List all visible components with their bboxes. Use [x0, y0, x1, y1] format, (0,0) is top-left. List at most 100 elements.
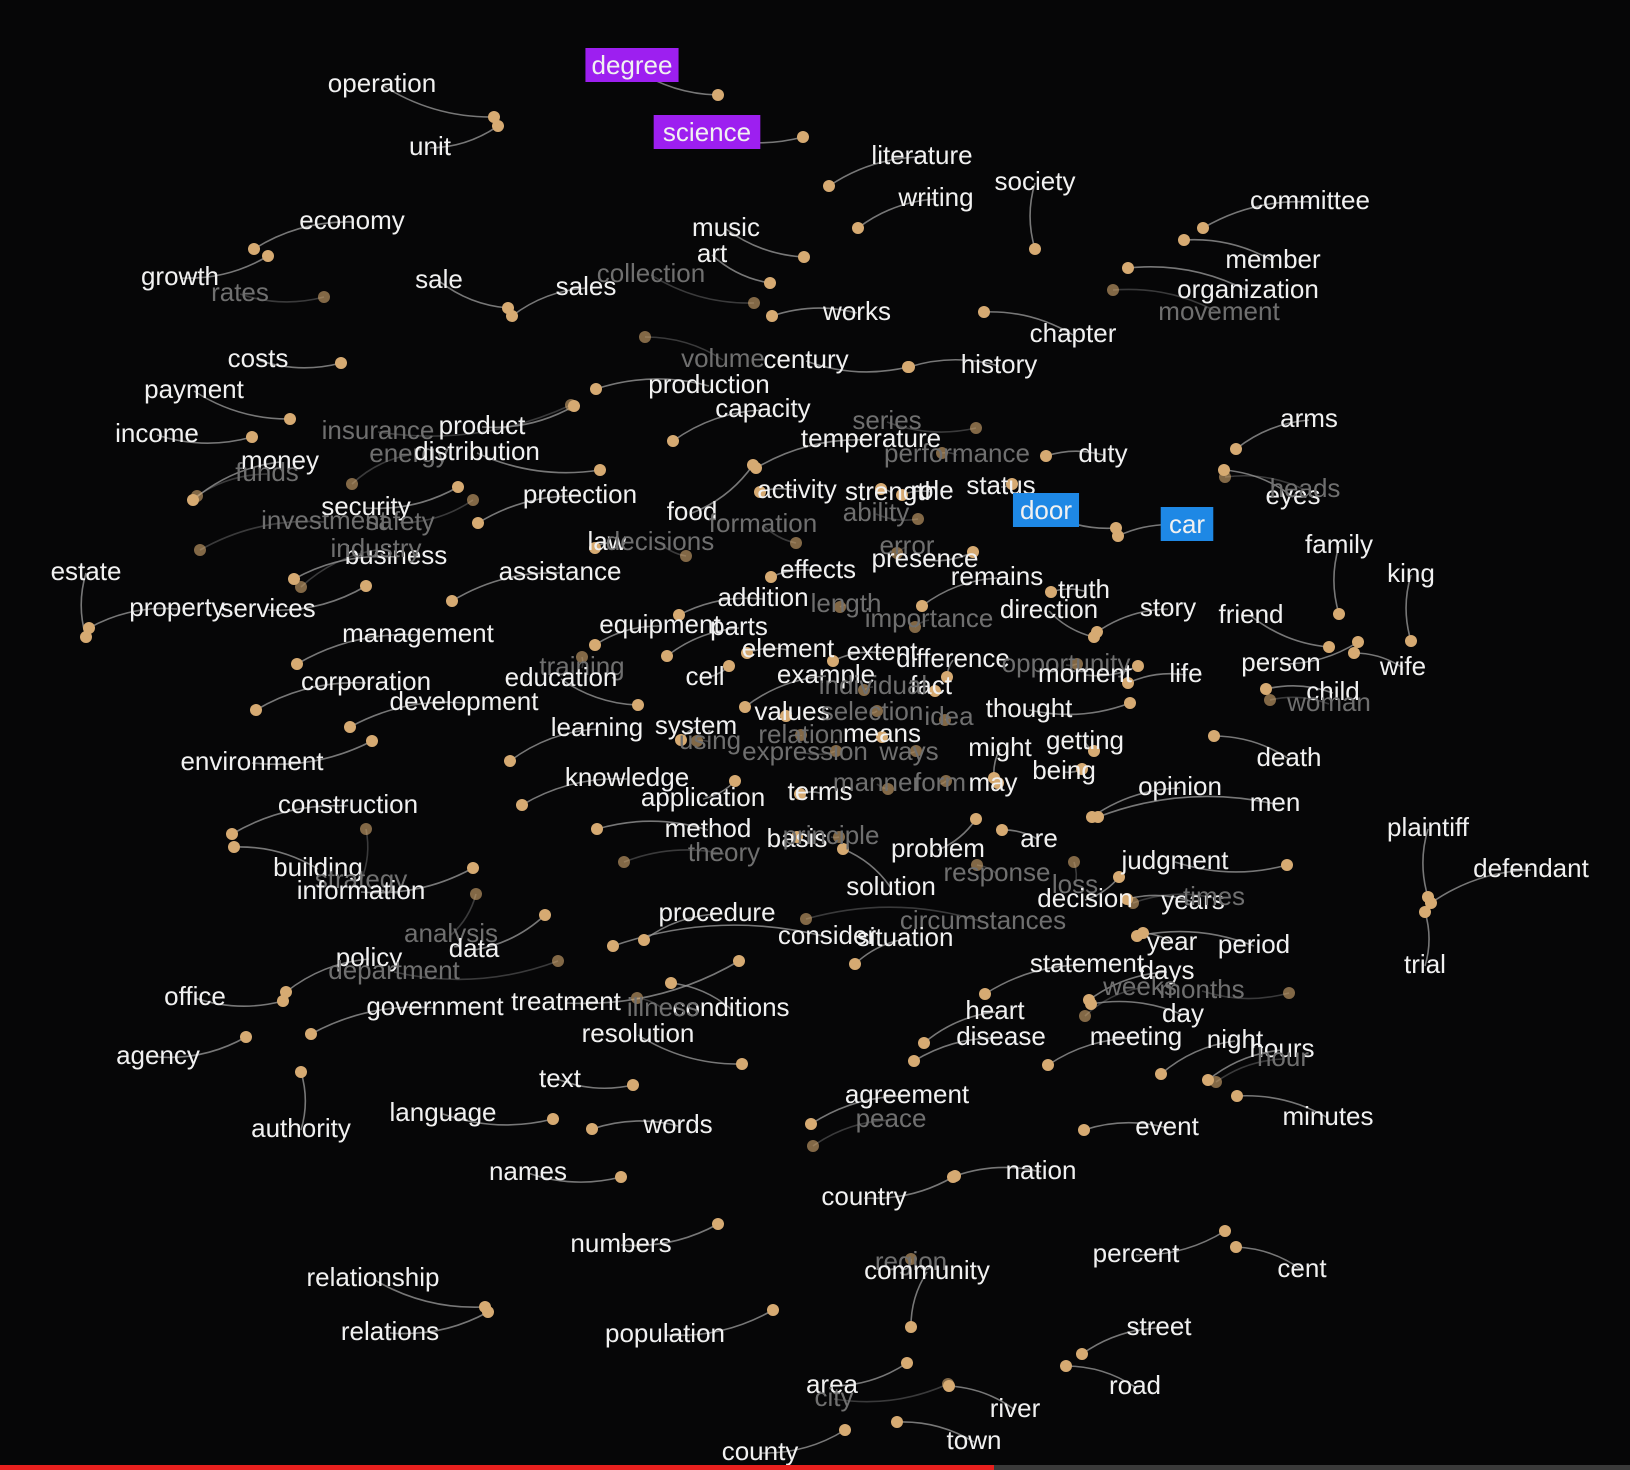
label-extent: extent: [847, 636, 919, 666]
point-government: [305, 1028, 317, 1040]
label-performance: performance: [884, 438, 1030, 468]
point-event: [1078, 1124, 1090, 1136]
label-family: family: [1305, 529, 1373, 559]
point-role: [896, 489, 908, 501]
label-protection: protection: [523, 479, 637, 509]
connector-rates: [239, 293, 325, 303]
label-numbers: numbers: [570, 1228, 671, 1258]
point-words: [586, 1123, 598, 1135]
connector-parts: [666, 627, 740, 657]
point-friend: [1323, 641, 1335, 653]
point-idea: [939, 714, 951, 726]
label-cell: cell: [685, 661, 724, 691]
connector-defendant: [1430, 869, 1532, 904]
point-error: [891, 547, 903, 559]
connector-knowledge: [521, 777, 628, 806]
label-child: child: [1306, 676, 1359, 706]
connector-history: [908, 358, 1000, 368]
point-office: [277, 995, 289, 1007]
label-text: text: [539, 1063, 582, 1093]
label-problem: problem: [891, 833, 985, 863]
point-selection: [871, 705, 883, 717]
label-country: country: [821, 1181, 906, 1211]
connector-works: [771, 307, 858, 317]
connector-security: [365, 486, 459, 510]
connector-theory: [623, 849, 725, 863]
label-circumstances: circumstances: [900, 905, 1066, 935]
label-addition: addition: [717, 582, 808, 612]
label-series: series: [852, 405, 921, 435]
connector-text: [559, 1079, 634, 1089]
connector-unit: [429, 125, 499, 149]
point-fact: [929, 685, 941, 697]
label-town: town: [947, 1425, 1002, 1455]
highlight-science: [653, 115, 761, 149]
point-statement: [979, 988, 991, 1000]
video-progress-bar[interactable]: [0, 1465, 1630, 1470]
label-element: element: [742, 633, 835, 663]
point-security: [452, 481, 464, 493]
label-connectors: [80, 66, 1532, 1454]
connector-family: [1333, 545, 1340, 615]
point-degree: [712, 89, 724, 101]
label-building: building: [273, 852, 363, 882]
label-method: method: [665, 813, 752, 843]
connector-operation: [381, 84, 495, 118]
label-hours: hours: [1249, 1033, 1314, 1063]
video-progress-fill: [0, 1465, 995, 1470]
label-fact: fact: [910, 670, 953, 700]
label-degree: degree: [592, 50, 673, 80]
connector-treatment: [565, 960, 740, 1005]
label-knowledge: knowledge: [565, 762, 689, 792]
connector-heads: [1224, 474, 1306, 491]
label-street: street: [1126, 1311, 1192, 1341]
point-industry: [295, 581, 307, 593]
point-capacity: [667, 435, 679, 447]
label-heart: heart: [965, 995, 1025, 1025]
connector-series: [886, 421, 977, 433]
point-funds: [191, 490, 203, 502]
label-door: door: [1020, 495, 1072, 525]
label-office: office: [164, 981, 226, 1011]
connector-minutes: [1236, 1094, 1329, 1119]
label-rates: rates: [211, 277, 269, 307]
point-relation: [795, 729, 807, 741]
point-product: [568, 400, 580, 412]
point-using: [691, 735, 703, 747]
label-industry: industry: [330, 533, 421, 563]
label-men: men: [1250, 787, 1301, 817]
label-remains: remains: [951, 561, 1043, 591]
connector-protection: [477, 495, 581, 524]
connector-country: [863, 1176, 954, 1200]
label-century: century: [763, 344, 848, 374]
point-theory: [618, 856, 630, 868]
connector-arms: [1235, 419, 1310, 450]
label-education: education: [505, 662, 618, 692]
label-presence: presence: [872, 543, 979, 573]
connector-friend: [1250, 615, 1330, 648]
connector-men: [1097, 795, 1276, 818]
point-education: [632, 699, 644, 711]
label-policy: policy: [336, 942, 402, 972]
label-strategy: strategy: [315, 864, 408, 894]
point-principle: [833, 831, 845, 843]
connector-king: [1405, 574, 1412, 642]
connector-words: [591, 1120, 679, 1130]
label-effects: effects: [780, 554, 856, 584]
connector-plaintiff: [1422, 828, 1429, 898]
point-business: [288, 573, 300, 585]
label-form: form: [914, 767, 966, 797]
connector-nation: [954, 1166, 1042, 1177]
label-services: services: [220, 593, 315, 623]
point-element: [741, 647, 753, 659]
label-theory: theory: [688, 837, 760, 867]
point-activity: [754, 486, 766, 498]
point-illness: [631, 992, 643, 1004]
label-assistance: assistance: [499, 556, 622, 586]
label-times: times: [1183, 881, 1245, 911]
label-corporation: corporation: [301, 666, 431, 696]
connector-numbers: [620, 1223, 719, 1247]
label-unit: unit: [409, 131, 452, 161]
label-analysis: analysis: [404, 918, 498, 948]
label-friend: friend: [1218, 599, 1283, 629]
